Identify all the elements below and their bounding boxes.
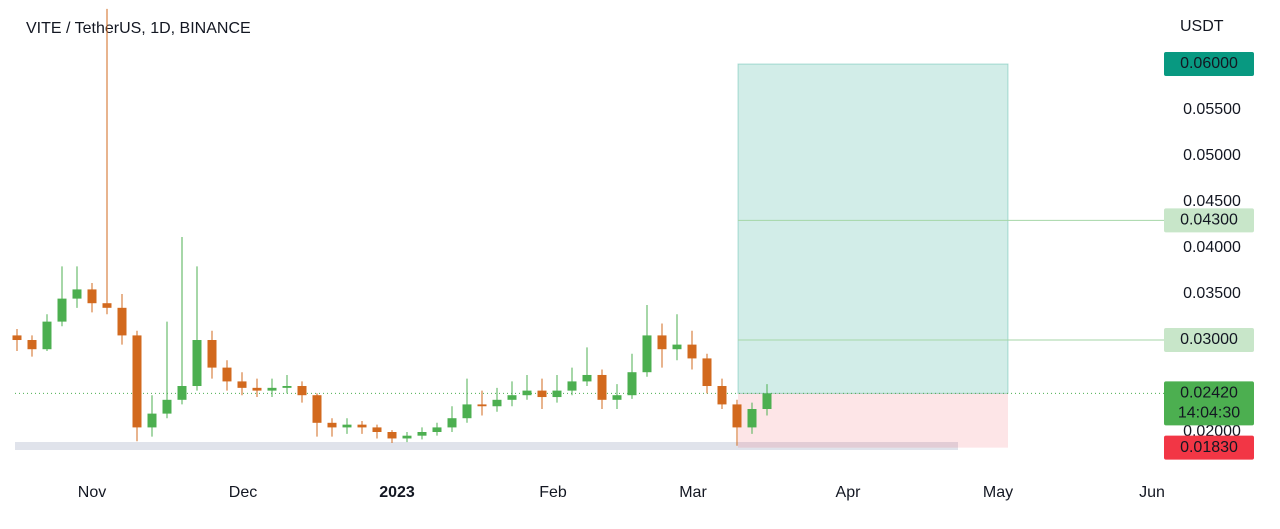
candle-body — [357, 424, 367, 428]
x-tick-label: Dec — [229, 484, 257, 501]
candle-body — [537, 390, 547, 398]
candle-body — [432, 427, 442, 433]
price-marker-label: 0.03000 — [1180, 331, 1238, 348]
candle-body — [732, 404, 742, 428]
candle-body — [477, 404, 487, 407]
loss-zone — [738, 393, 1008, 448]
scrollbar — [15, 442, 958, 450]
candle-body — [552, 390, 562, 398]
candle-body — [207, 340, 217, 368]
candle-body — [147, 413, 157, 428]
candle-body — [387, 432, 397, 439]
x-tick-label: Mar — [679, 484, 707, 501]
y-tick-label: 0.04500 — [1183, 193, 1241, 210]
candle-body — [447, 418, 457, 428]
candle-body — [702, 358, 712, 387]
candle-body — [327, 422, 337, 428]
countdown: 14:04:30 — [1178, 405, 1240, 422]
candle-body — [87, 289, 97, 304]
y-tick-label: 0.03500 — [1183, 285, 1241, 302]
candle-body — [567, 381, 577, 391]
candle-body — [417, 432, 427, 436]
candle-body — [192, 340, 202, 387]
candle-body — [297, 386, 307, 396]
candle-body — [117, 307, 127, 336]
x-tick-label: Nov — [78, 484, 106, 501]
axis-unit: USDT — [1180, 18, 1224, 35]
candle-body — [747, 409, 757, 428]
candle-body — [57, 298, 67, 322]
price-marker — [1164, 328, 1254, 353]
candle-body — [657, 335, 667, 350]
candle-body — [132, 335, 142, 428]
y-tick-label: 0.05000 — [1183, 147, 1241, 164]
candle-body — [492, 399, 502, 407]
price-marker — [1164, 435, 1254, 460]
candle-body — [672, 344, 682, 350]
candle-body — [627, 372, 637, 396]
candle-body — [222, 367, 232, 382]
candle-body — [42, 321, 52, 350]
x-tick-label: Jun — [1139, 484, 1165, 501]
candle-body — [612, 395, 622, 400]
candle-body — [102, 303, 112, 308]
price-marker — [1164, 52, 1254, 77]
candle-body — [342, 424, 352, 428]
candle-body — [177, 386, 187, 400]
candle-body — [162, 399, 172, 414]
candle-body — [372, 427, 382, 433]
candle-body — [267, 387, 277, 391]
candle-body — [717, 386, 727, 405]
x-tick-label: Apr — [836, 484, 862, 501]
chart-title: VITE / TetherUS, 1D, BINANCE — [26, 20, 251, 37]
candle-body — [462, 404, 472, 419]
candle-body — [282, 386, 292, 388]
profit-zone — [737, 63, 1009, 394]
x-tick-label: Feb — [539, 484, 567, 501]
price-marker-label: 0.06000 — [1180, 55, 1238, 72]
y-tick-label: 0.04000 — [1183, 239, 1241, 256]
price-marker-label: 0.04300 — [1180, 212, 1238, 229]
candle-body — [642, 335, 652, 373]
x-tick-label: May — [983, 484, 1013, 501]
price-marker — [1164, 208, 1254, 233]
candle-body — [312, 395, 322, 423]
candle-body — [252, 387, 262, 391]
candle-body — [72, 289, 82, 299]
candle-body — [597, 374, 607, 400]
candle-body — [507, 395, 517, 400]
candle-body — [237, 381, 247, 388]
x-tick-label: 2023 — [379, 484, 415, 501]
price-marker — [1164, 381, 1254, 426]
price-marker-label: 0.02420 — [1180, 385, 1238, 402]
candle-body — [12, 335, 22, 341]
candle-body — [582, 374, 592, 382]
candle-body — [687, 344, 697, 359]
candle-body — [522, 390, 532, 396]
y-tick-label: 0.05500 — [1183, 101, 1241, 118]
candle-body — [402, 435, 412, 439]
price-marker-label: 0.01830 — [1180, 439, 1238, 456]
candle-body — [27, 340, 37, 350]
candle-body — [762, 393, 772, 410]
